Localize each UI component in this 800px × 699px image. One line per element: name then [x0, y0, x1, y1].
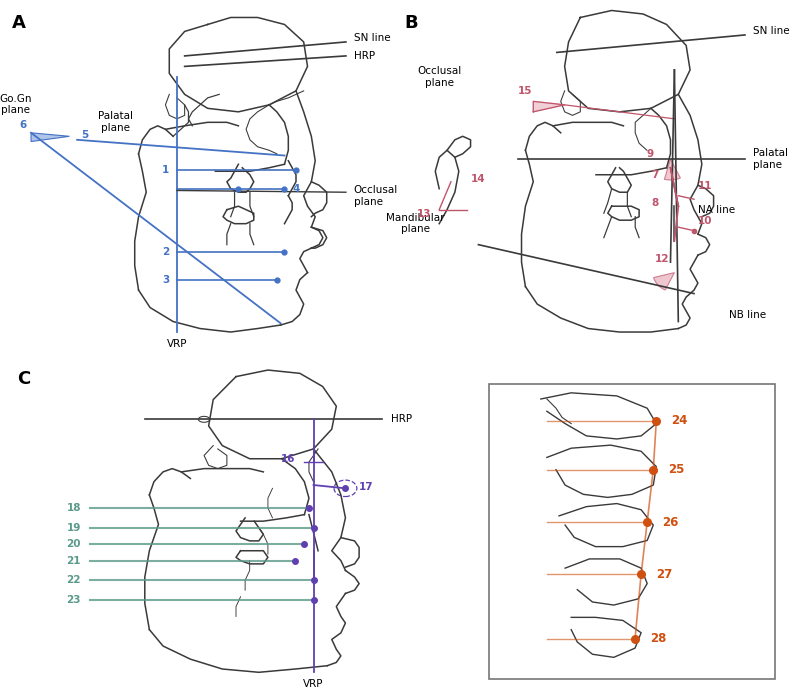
Text: A: A — [12, 14, 26, 32]
Text: 26: 26 — [662, 516, 678, 528]
Text: 11: 11 — [698, 181, 713, 191]
Text: 5: 5 — [82, 130, 89, 140]
Text: 22: 22 — [66, 575, 81, 585]
Wedge shape — [664, 159, 681, 180]
Text: 28: 28 — [650, 633, 666, 645]
Text: C: C — [17, 370, 30, 388]
Text: 24: 24 — [671, 414, 688, 427]
Text: HRP: HRP — [354, 51, 374, 61]
Text: NB line: NB line — [730, 310, 766, 319]
Text: 18: 18 — [66, 503, 81, 513]
Text: SN line: SN line — [753, 27, 790, 36]
Text: Occlusal
plane: Occlusal plane — [417, 66, 462, 87]
Text: 9: 9 — [647, 150, 654, 159]
Text: Mandibular
plane: Mandibular plane — [386, 213, 445, 234]
Text: Palatal
plane: Palatal plane — [753, 148, 788, 170]
Text: 8: 8 — [651, 199, 658, 208]
Polygon shape — [534, 101, 565, 112]
Text: 6: 6 — [19, 120, 26, 129]
Text: 10: 10 — [698, 216, 713, 226]
Text: 15: 15 — [518, 87, 533, 96]
Text: SN line: SN line — [354, 34, 390, 43]
Text: 19: 19 — [66, 523, 81, 533]
Text: VRP: VRP — [303, 679, 324, 689]
Text: 7: 7 — [651, 171, 658, 180]
Text: 3: 3 — [162, 275, 170, 284]
Text: 23: 23 — [66, 595, 81, 605]
Text: 1: 1 — [162, 164, 170, 175]
Text: 4: 4 — [292, 185, 299, 194]
Text: Palatal
plane: Palatal plane — [98, 111, 133, 133]
Text: 27: 27 — [656, 568, 673, 581]
Wedge shape — [654, 273, 674, 290]
Text: 21: 21 — [66, 556, 81, 565]
Text: 14: 14 — [470, 174, 485, 184]
Text: 16: 16 — [281, 454, 295, 464]
Text: Occlusal
plane: Occlusal plane — [354, 185, 398, 206]
Text: 20: 20 — [66, 539, 81, 549]
Text: 17: 17 — [359, 482, 374, 491]
Text: HRP: HRP — [391, 415, 412, 424]
Polygon shape — [31, 133, 70, 141]
Text: 25: 25 — [669, 463, 685, 476]
Text: Go.Gn
plane: Go.Gn plane — [0, 94, 32, 115]
Text: VRP: VRP — [166, 339, 187, 349]
Text: 13: 13 — [417, 209, 431, 219]
Text: B: B — [404, 14, 418, 32]
Text: 12: 12 — [654, 254, 670, 264]
Text: 2: 2 — [162, 247, 170, 257]
Text: NA line: NA line — [698, 205, 735, 215]
